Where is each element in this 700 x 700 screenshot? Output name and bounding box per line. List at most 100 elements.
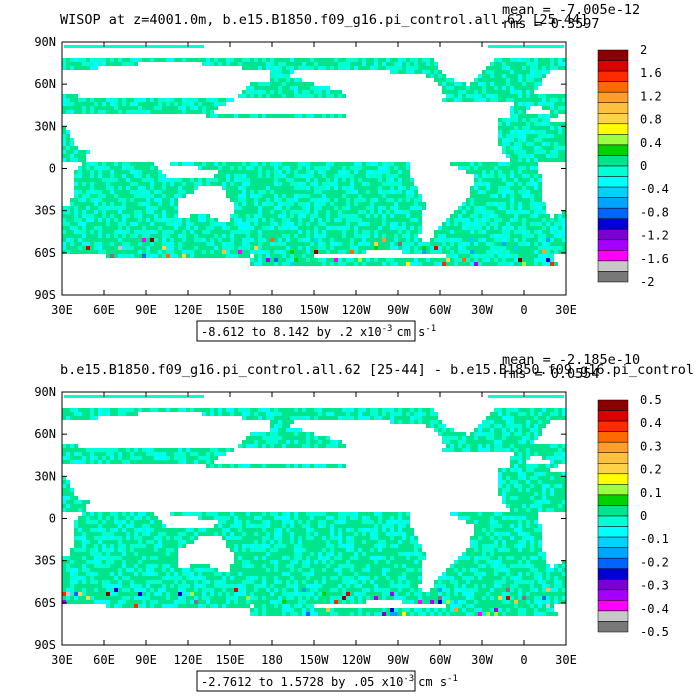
ocean-cell — [230, 186, 234, 190]
ocean-cell — [330, 218, 334, 222]
ocean-cell — [78, 110, 82, 114]
ocean-cell — [494, 74, 498, 78]
ocean-cell — [90, 448, 94, 452]
ocean-cell — [310, 82, 314, 86]
ocean-cell — [514, 420, 518, 424]
ocean-cell — [98, 250, 102, 254]
ocean-cell — [130, 174, 134, 178]
ocean-cell — [258, 210, 262, 214]
ocean-cell — [498, 142, 502, 146]
ocean-cell — [510, 448, 514, 452]
ocean-cell — [386, 66, 390, 70]
ocean-cell — [522, 492, 526, 496]
ocean-cell — [498, 202, 502, 206]
ocean-cell — [534, 210, 538, 214]
ocean-cell — [498, 416, 502, 420]
ocean-cell — [562, 138, 566, 142]
ocean-cell — [250, 464, 254, 468]
ocean-cell — [274, 58, 278, 62]
ocean-cell — [486, 448, 490, 452]
ocean-cell — [482, 440, 486, 444]
ocean-cell — [266, 230, 270, 234]
ocean-cell — [382, 226, 386, 230]
ocean-cell — [342, 202, 346, 206]
ocean-cell — [506, 214, 510, 218]
ocean-cell — [202, 226, 206, 230]
ocean-cell — [170, 254, 174, 258]
ocean-cell — [74, 206, 78, 210]
ocean-cell — [530, 166, 534, 170]
ocean-cell — [210, 250, 214, 254]
ocean-cell — [98, 226, 102, 230]
ocean-cell — [174, 58, 178, 62]
ocean-cell — [290, 206, 294, 210]
ocean-cell — [534, 122, 538, 126]
ocean-cell — [538, 134, 542, 138]
ocean-cell — [286, 254, 290, 258]
ocean-cell — [102, 178, 106, 182]
ocean-cell — [290, 190, 294, 194]
ocean-cell — [78, 222, 82, 226]
ocean-cell — [318, 170, 322, 174]
ocean-cell — [330, 166, 334, 170]
ocean-cell — [254, 254, 258, 258]
ocean-cell — [482, 190, 486, 194]
ocean-cell — [362, 512, 366, 516]
ocean-cell — [306, 234, 310, 238]
ocean-cell — [126, 408, 130, 412]
ocean-cell — [534, 190, 538, 194]
ocean-cell — [278, 222, 282, 226]
ocean-cell — [134, 102, 138, 106]
ocean-cell — [234, 238, 238, 242]
panel-bottom: b.e15.B1850.f09_g16.pi_control.all.62 [2… — [34, 352, 694, 692]
ocean-cell — [314, 198, 318, 202]
ocean-cell — [330, 114, 334, 118]
ocean-cell — [514, 258, 518, 262]
ocean-cell — [374, 226, 378, 230]
ocean-cell — [178, 242, 182, 246]
ocean-cell — [318, 238, 322, 242]
ocean-cell — [230, 246, 234, 250]
ocean-cell — [318, 206, 322, 210]
ocean-cell — [426, 66, 430, 70]
ocean-cell — [154, 98, 158, 102]
ocean-cell — [518, 90, 522, 94]
ocean-cell — [554, 452, 558, 456]
ocean-cell — [210, 408, 214, 412]
ocean-cell — [506, 122, 510, 126]
ocean-cell — [422, 202, 426, 206]
ocean-cell — [270, 218, 274, 222]
ocean-cell — [98, 106, 102, 110]
ocean-cell — [262, 194, 266, 198]
ocean-cell — [262, 222, 266, 226]
ocean-cell — [554, 230, 558, 234]
ocean-cell — [378, 234, 382, 238]
ocean-cell — [374, 206, 378, 210]
ocean-cell — [234, 190, 238, 194]
ocean-cell — [398, 262, 402, 266]
ocean-cell — [74, 500, 78, 504]
ocean-cell — [354, 238, 358, 242]
ocean-cell — [446, 218, 450, 222]
ocean-cell — [282, 198, 286, 202]
ocean-cell — [186, 102, 190, 106]
ocean-cell — [402, 234, 406, 238]
ocean-cell — [562, 214, 566, 218]
ocean-cell — [214, 408, 218, 412]
ocean-cell — [470, 448, 474, 452]
ocean-cell — [346, 222, 350, 226]
ocean-cell — [214, 452, 218, 456]
ocean-cell — [174, 254, 178, 258]
ocean-cell — [526, 408, 530, 412]
ocean-cell — [402, 66, 406, 70]
ocean-cell — [542, 238, 546, 242]
ocean-cell — [158, 202, 162, 206]
ocean-cell — [62, 214, 66, 218]
ocean-cell — [354, 182, 358, 186]
ocean-cell — [522, 118, 526, 122]
ocean-cell — [234, 162, 238, 166]
ocean-cell — [126, 106, 130, 110]
ocean-cell — [282, 186, 286, 190]
ocean-cell — [354, 166, 358, 170]
ocean-cell — [150, 250, 154, 254]
